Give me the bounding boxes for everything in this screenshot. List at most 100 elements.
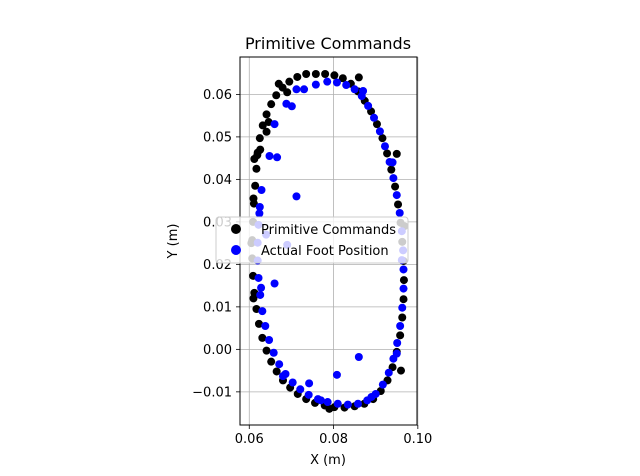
- x-tick-label: 0.08: [319, 432, 348, 447]
- data-point: [252, 164, 261, 173]
- data-point: [396, 331, 405, 340]
- data-point: [265, 336, 274, 345]
- data-point: [399, 265, 408, 274]
- legend: Primitive Commands Actual Foot Position: [215, 216, 409, 264]
- data-point: [399, 284, 408, 293]
- data-point: [332, 78, 341, 87]
- legend-label-primitive-commands: Primitive Commands: [261, 223, 396, 238]
- data-point: [398, 313, 407, 322]
- y-tick-label: 0.06: [203, 88, 232, 103]
- data-point: [251, 181, 260, 190]
- data-point: [265, 152, 274, 161]
- data-point: [304, 390, 313, 399]
- data-point: [249, 294, 258, 303]
- data-point: [261, 321, 270, 330]
- data-point: [323, 77, 332, 86]
- y-tick-label: 0.01: [203, 300, 232, 315]
- data-point: [350, 85, 359, 94]
- y-tick-label: 0.05: [203, 130, 232, 145]
- legend-box: [215, 216, 409, 264]
- data-point: [343, 400, 352, 409]
- data-point: [393, 338, 402, 347]
- data-point: [254, 273, 263, 282]
- data-point: [399, 276, 408, 285]
- data-point: [285, 77, 294, 86]
- data-point: [311, 69, 320, 78]
- data-point: [255, 134, 264, 143]
- data-point: [302, 69, 311, 78]
- data-point: [396, 321, 405, 330]
- data-point: [272, 91, 281, 100]
- y-tick-label: 0.04: [203, 173, 232, 188]
- data-point: [272, 367, 281, 376]
- data-point: [273, 153, 282, 162]
- data-point: [255, 209, 264, 218]
- data-point: [391, 182, 400, 191]
- data-point: [396, 366, 405, 375]
- data-point: [292, 85, 301, 94]
- data-point: [342, 81, 351, 90]
- y-tick-label: −0.01: [192, 385, 232, 400]
- axis-ticks: 0.060.080.10−0.010.000.010.020.030.040.0…: [192, 88, 432, 447]
- data-point: [370, 113, 379, 122]
- data-point: [305, 379, 314, 388]
- data-point: [395, 208, 404, 217]
- data-point: [258, 121, 267, 130]
- data-point: [316, 396, 325, 405]
- data-point: [321, 69, 330, 78]
- data-point: [275, 360, 284, 369]
- data-point: [354, 73, 363, 82]
- data-point: [278, 372, 287, 381]
- data-point: [392, 149, 401, 158]
- data-point: [392, 349, 401, 358]
- data-point: [270, 279, 279, 288]
- data-point: [300, 85, 309, 94]
- data-point: [262, 127, 271, 136]
- data-point: [378, 134, 387, 143]
- y-axis-label: Y (m): [166, 224, 181, 260]
- data-point: [283, 88, 292, 97]
- data-point: [267, 357, 276, 366]
- data-point: [262, 110, 271, 119]
- data-point: [394, 200, 403, 209]
- data-point: [270, 120, 279, 129]
- data-points: [247, 69, 409, 413]
- data-point: [332, 370, 341, 379]
- series-actual-foot-position: [253, 77, 408, 409]
- data-point: [387, 165, 396, 174]
- data-point: [399, 295, 408, 304]
- data-point: [256, 290, 265, 299]
- data-point: [267, 100, 276, 109]
- data-point: [398, 303, 407, 312]
- data-point: [292, 192, 301, 201]
- x-tick-label: 0.06: [235, 432, 264, 447]
- data-point: [359, 86, 368, 95]
- data-point: [380, 142, 389, 151]
- x-tick-label: 0.10: [403, 432, 432, 447]
- data-point: [389, 174, 398, 183]
- data-point: [258, 307, 267, 316]
- data-point: [255, 203, 264, 212]
- data-point: [388, 158, 397, 167]
- data-point: [325, 404, 334, 413]
- data-point: [383, 149, 392, 158]
- data-point: [274, 79, 283, 88]
- data-point: [333, 399, 342, 408]
- legend-label-actual-foot-position: Actual Foot Position: [261, 244, 389, 259]
- data-point: [372, 120, 381, 129]
- y-tick-label: 0.00: [203, 343, 232, 358]
- data-point: [378, 380, 387, 389]
- data-point: [364, 101, 373, 110]
- data-point: [249, 194, 258, 203]
- chart-title: Primitive Commands: [245, 34, 411, 53]
- data-point: [287, 102, 296, 111]
- grid: [240, 57, 419, 425]
- data-point: [338, 74, 347, 83]
- data-point: [288, 378, 297, 387]
- x-axis-label: X (m): [310, 453, 346, 468]
- legend-marker-actual-foot-position: [231, 245, 241, 255]
- data-point: [354, 399, 362, 408]
- data-point: [375, 127, 384, 136]
- data-point: [257, 186, 266, 195]
